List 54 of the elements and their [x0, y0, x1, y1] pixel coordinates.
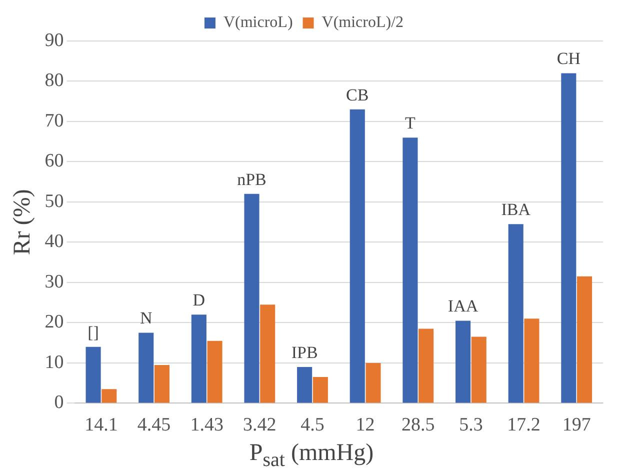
y-tick-label: 30: [44, 271, 64, 292]
x-tick-label: 14.1: [84, 414, 118, 436]
legend-label: V(microL): [223, 14, 293, 32]
bar: [350, 109, 365, 403]
y-tick-label: 0: [54, 392, 64, 414]
bar: [154, 364, 170, 403]
annotation: CH: [556, 49, 580, 68]
bar: [471, 336, 486, 403]
bar: [418, 328, 434, 403]
x-tick-label: 5.3: [459, 414, 483, 436]
bar: [576, 276, 592, 403]
y-tick-label: 80: [44, 70, 64, 92]
bar: [191, 314, 206, 403]
annotation: D: [192, 290, 206, 310]
bar: [366, 362, 381, 403]
y-axis-title: Rr (%): [10, 189, 36, 256]
bar: [561, 73, 576, 403]
bar: [260, 304, 276, 403]
x-tick-label: 1.43: [190, 414, 224, 436]
annotation: CB: [346, 85, 369, 104]
bar: [402, 138, 418, 403]
y-tick-label: 90: [44, 30, 64, 51]
y-tick-label: 50: [44, 190, 64, 212]
annotation: IAA: [448, 296, 479, 316]
y-tick-label: 20: [44, 312, 64, 333]
x-tick-label: 197: [562, 414, 591, 436]
bar: [297, 366, 312, 403]
bar: [456, 320, 471, 403]
annotation: IPB: [291, 342, 318, 362]
y-tick-label: 60: [44, 150, 64, 172]
y-tick-label: 70: [44, 110, 64, 132]
bar: [524, 318, 540, 403]
bar: [102, 389, 117, 403]
x-tick-label: 17.2: [507, 414, 540, 436]
x-tick-label: 3.42: [243, 414, 276, 436]
bar: [508, 224, 524, 403]
bar: [244, 194, 260, 403]
bar: [207, 340, 222, 403]
y-tick-label: 40: [44, 231, 64, 252]
x-tick-label: 28.5: [402, 414, 435, 436]
annotation: nPB: [237, 170, 266, 189]
x-tick-label: 4.5: [300, 414, 324, 436]
annotation: T: [405, 114, 416, 133]
y-tick-label: 10: [44, 352, 64, 373]
annotation: []: [88, 322, 99, 342]
bar: [86, 346, 101, 403]
x-tick-label: 4.45: [137, 414, 171, 436]
bar: [138, 332, 154, 403]
annotation: IBA: [501, 200, 532, 220]
x-tick-label: 12: [356, 414, 375, 436]
x-axis-title: P$_{sat}$ (mmHg): [248, 440, 375, 472]
legend-label: V(microL)/2: [322, 14, 404, 32]
annotation: N: [140, 308, 152, 328]
bar: [312, 377, 328, 403]
